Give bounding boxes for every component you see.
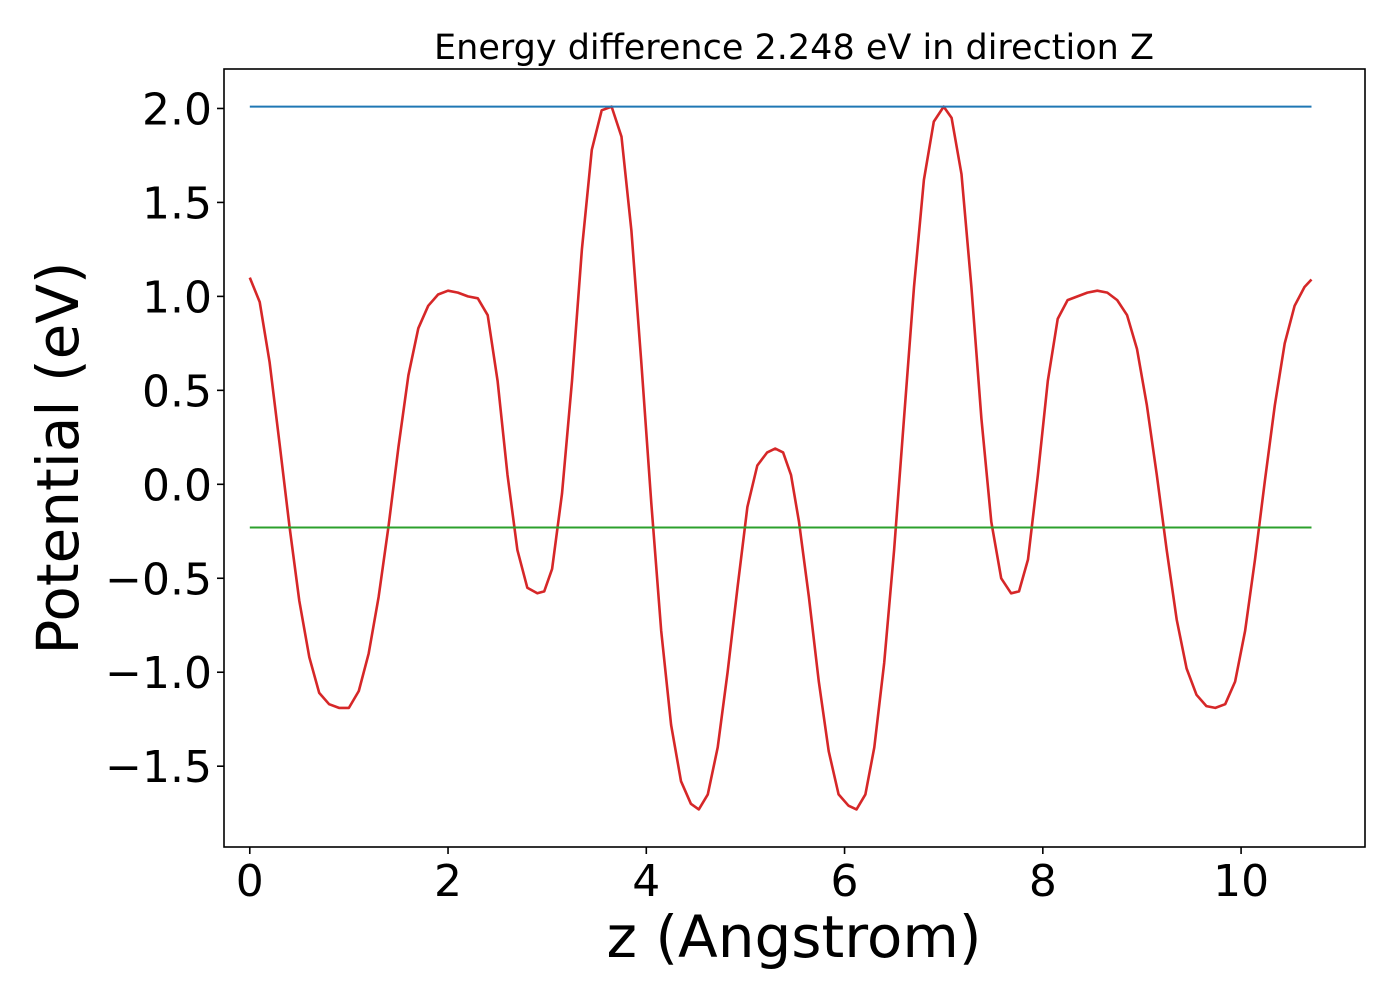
y-tick-label: 0.5 bbox=[142, 366, 212, 417]
y-tick-label: −1.5 bbox=[105, 742, 212, 793]
plot-frame bbox=[223, 68, 1366, 848]
x-tick-label: 4 bbox=[632, 856, 660, 907]
y-tick-label: 1.5 bbox=[142, 178, 212, 229]
plot-area bbox=[248, 105, 1313, 811]
x-tick-label: 0 bbox=[236, 856, 264, 907]
y-axis: −1.5 −1.0 −0.5 0.0 0.5 1.0 1.5 2.0 bbox=[105, 84, 224, 793]
y-tick-label: 1.0 bbox=[142, 272, 212, 323]
x-tick-label: 8 bbox=[1029, 856, 1057, 907]
x-tick-label: 10 bbox=[1213, 856, 1269, 907]
y-axis-label: Potential (eV) bbox=[24, 261, 92, 654]
x-axis: 0 2 4 6 8 10 bbox=[236, 847, 1269, 907]
x-axis-label: z (Angstrom) bbox=[607, 903, 982, 971]
x-tick-label: 2 bbox=[434, 856, 462, 907]
y-tick-label: 2.0 bbox=[142, 84, 212, 135]
chart-title: Energy difference 2.248 eV in direction … bbox=[434, 28, 1154, 68]
y-tick-label: 0.0 bbox=[142, 460, 212, 511]
y-tick-label: −1.0 bbox=[105, 648, 212, 699]
y-tick-label: −0.5 bbox=[105, 554, 212, 605]
potential-curve bbox=[248, 105, 1313, 811]
x-tick-label: 6 bbox=[831, 856, 859, 907]
